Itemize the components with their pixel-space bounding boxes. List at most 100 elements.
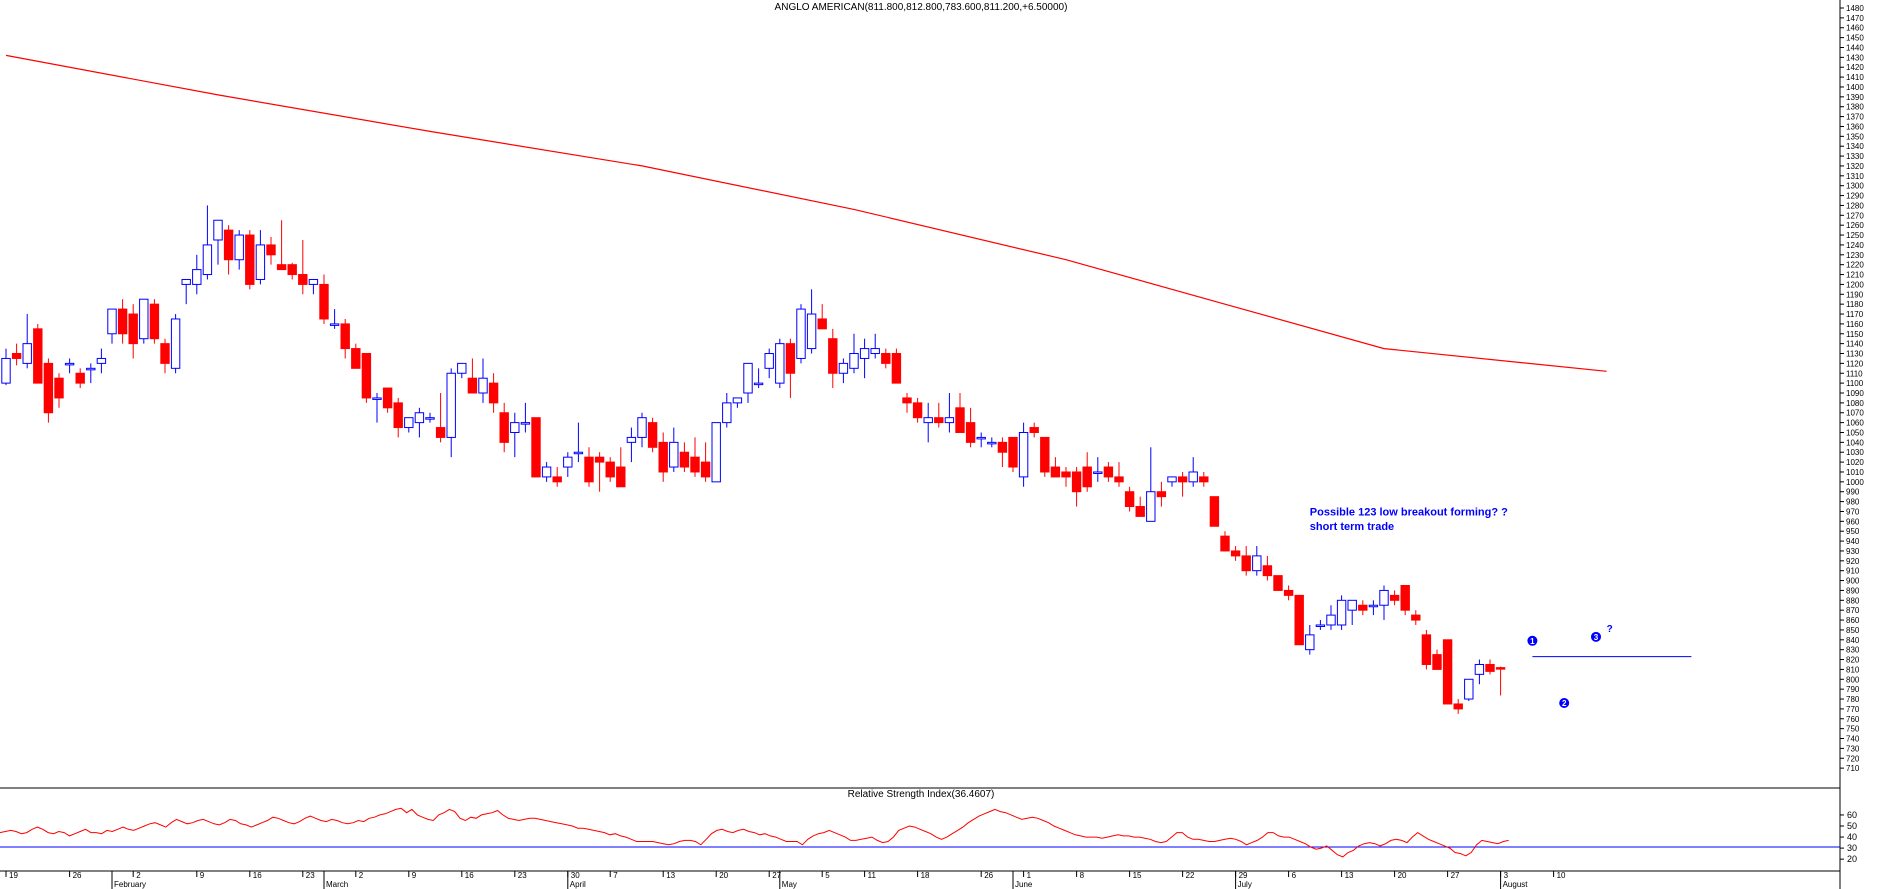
annotation-text: Possible 123 low breakout forming? ? (1310, 506, 1508, 518)
candle-body (1442, 639, 1453, 705)
month-tick-label: February (114, 880, 146, 889)
month-tick-label: August (1503, 880, 1529, 889)
date-tick-label: 9 (200, 871, 205, 880)
candle-body (361, 353, 372, 399)
price-tick-label: 910 (1846, 567, 1860, 576)
candle-body (1262, 565, 1273, 577)
candle-body (891, 353, 902, 384)
price-tick-label: 790 (1846, 685, 1860, 694)
rsi-tick-label: 30 (1847, 843, 1857, 853)
price-tick-label: 780 (1846, 695, 1860, 704)
price-tick-label: 1280 (1846, 201, 1864, 210)
month-tick-label: May (782, 880, 797, 889)
month-tick-label: April (570, 880, 586, 889)
price-tick-label: 1440 (1846, 43, 1864, 52)
candle-body (1453, 703, 1463, 710)
rsi-layer (0, 807, 1840, 858)
price-tick-label: 1220 (1846, 261, 1864, 270)
annotation-text: ? (1607, 624, 1613, 635)
date-tick-label: 3 (1504, 871, 1509, 880)
price-tick-label: 1030 (1846, 448, 1864, 457)
price-tick-label: 830 (1846, 646, 1860, 655)
candle-body (54, 377, 64, 399)
candle-body (520, 422, 531, 425)
price-tick-label: 730 (1846, 744, 1860, 753)
price-tick-label: 1350 (1846, 132, 1864, 141)
candle-body (881, 353, 891, 364)
price-tick-label: 1070 (1846, 409, 1864, 418)
candle-body (1379, 589, 1389, 606)
price-tick-label: 1090 (1846, 389, 1864, 398)
price-tick-label: 1430 (1846, 53, 1864, 62)
candle-body (531, 417, 541, 478)
price-tick-label: 1000 (1846, 478, 1864, 487)
candle-body (1368, 604, 1379, 608)
candle-body (255, 244, 266, 280)
date-tick-label: 8 (1080, 871, 1085, 880)
candle-body (181, 278, 191, 285)
point-marker-label: 3 (1594, 633, 1599, 642)
price-tick-label: 750 (1846, 725, 1860, 734)
date-tick-label: 7 (613, 871, 618, 880)
candle-body (541, 466, 552, 478)
candle-body (1, 357, 11, 384)
candle-body (1103, 466, 1114, 478)
price-tick-label: 940 (1846, 537, 1860, 546)
candle-body (828, 338, 838, 374)
candle-body (679, 451, 690, 468)
price-tick-label: 1380 (1846, 103, 1864, 112)
price-tick-label: 720 (1846, 754, 1860, 763)
price-tick-label: 1200 (1846, 280, 1864, 289)
candle-body (923, 417, 933, 424)
candle-body (711, 422, 721, 483)
candle-body (192, 269, 202, 285)
price-tick-label: 1040 (1846, 438, 1864, 447)
candle-body (276, 264, 287, 271)
price-tick-label: 1340 (1846, 142, 1864, 151)
candle-body (1283, 589, 1294, 596)
price-tick-label: 1060 (1846, 419, 1864, 428)
candle-body (1305, 634, 1315, 651)
candle-body (912, 402, 923, 419)
candle-body (1421, 634, 1432, 665)
candle-body (806, 313, 817, 350)
candle-body (1358, 604, 1368, 611)
candle-body (976, 436, 986, 440)
point-marker (1527, 635, 1538, 646)
candle-body (43, 362, 54, 414)
point-marker (1591, 631, 1601, 642)
annotation-layer: Possible 123 low breakout forming? ? shor… (1310, 506, 1692, 708)
candle-body (340, 323, 350, 350)
candle-body (467, 377, 478, 394)
candle-body (510, 422, 520, 433)
candle-body (626, 436, 637, 443)
price-tick-label: 1010 (1846, 468, 1864, 477)
point-marker (1559, 697, 1570, 708)
month-tick-label: July (1238, 880, 1252, 889)
month-tick-label: March (326, 880, 348, 889)
month-tick-label: June (1015, 880, 1033, 889)
candle-body (1050, 466, 1061, 478)
price-tick-label: 1370 (1846, 113, 1864, 122)
price-tick-label: 740 (1846, 735, 1860, 744)
point-marker-label: 2 (1562, 699, 1567, 708)
candle-body (1230, 550, 1241, 557)
date-tick-label: 11 (868, 871, 877, 880)
date-tick-label: 26 (73, 871, 82, 880)
price-tick-label: 1050 (1846, 428, 1864, 437)
price-tick-label: 840 (1846, 636, 1860, 645)
price-tick-label: 920 (1846, 557, 1860, 566)
candle-body (1071, 471, 1082, 493)
date-tick-label: 16 (465, 871, 474, 880)
candle-body (1029, 427, 1039, 433)
candle-body (128, 313, 138, 345)
candle-body (658, 441, 668, 473)
candle-body (1135, 506, 1145, 517)
date-tick-label: 20 (719, 871, 728, 880)
price-tick-label: 770 (1846, 705, 1860, 714)
price-tick-label: 1240 (1846, 241, 1864, 250)
candle-body (584, 456, 594, 483)
price-tick-label: 1160 (1846, 320, 1864, 329)
price-tick-label: 1110 (1846, 369, 1863, 378)
